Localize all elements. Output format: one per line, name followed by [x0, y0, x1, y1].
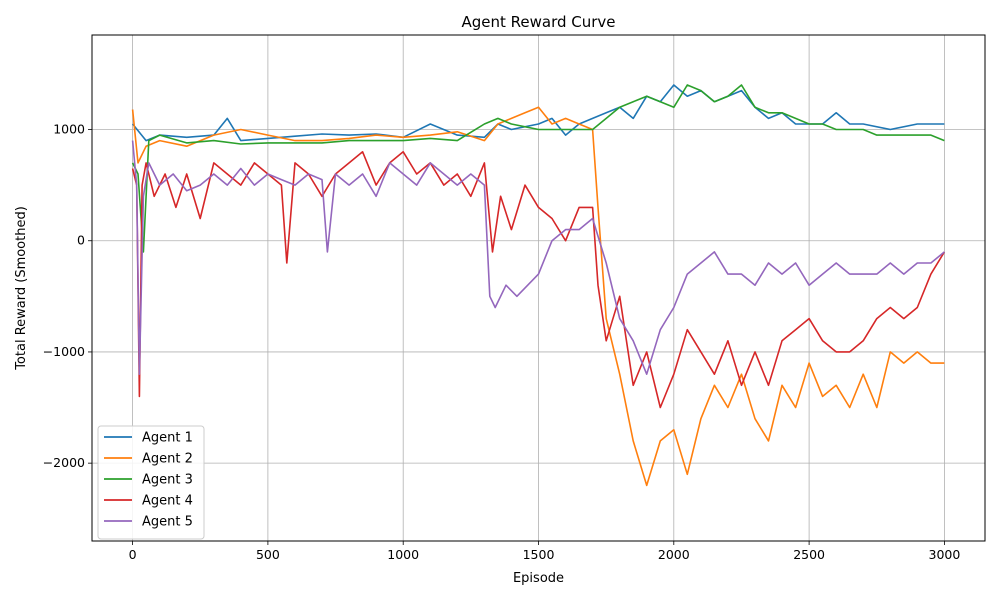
- y-tick-label: −1000: [43, 344, 85, 359]
- chart-title: Agent Reward Curve: [461, 13, 615, 31]
- x-tick-label: 2500: [793, 547, 825, 562]
- series-line-agent-2: [131, 106, 945, 487]
- series-lines: [131, 84, 946, 487]
- series-line-agent-5: [131, 140, 945, 376]
- grid-lines: [92, 35, 985, 541]
- y-tick-label: 0: [77, 233, 85, 248]
- x-tick-label: 2000: [658, 547, 690, 562]
- legend-label: Agent 4: [142, 494, 193, 509]
- x-tick-label: 500: [256, 547, 280, 562]
- x-tick-label: 1500: [523, 547, 555, 562]
- legend-label: Agent 5: [142, 515, 193, 530]
- legend-label: Agent 3: [142, 473, 193, 488]
- x-tick-label: 0: [129, 547, 137, 562]
- axis-ticks: 0 500 1000 1500 2000 2500 3000 −2000 −1000 0 1000: [43, 122, 961, 562]
- series-line-agent-3: [131, 84, 945, 253]
- y-tick-label: 1000: [53, 122, 85, 137]
- legend-label: Agent 1: [142, 431, 193, 446]
- x-tick-label: 1000: [387, 547, 419, 562]
- x-axis-title: Episode: [513, 571, 564, 586]
- series-line-agent-4: [131, 151, 946, 409]
- legend: Agent 1 Agent 2 Agent 3 Agent 4 Agent 5: [97, 425, 205, 540]
- y-axis-title: Total Reward (Smoothed): [14, 206, 29, 371]
- legend-label: Agent 2: [142, 452, 193, 467]
- legend-box: [97, 425, 205, 540]
- x-tick-label: 3000: [929, 547, 961, 562]
- y-tick-label: −2000: [43, 455, 85, 470]
